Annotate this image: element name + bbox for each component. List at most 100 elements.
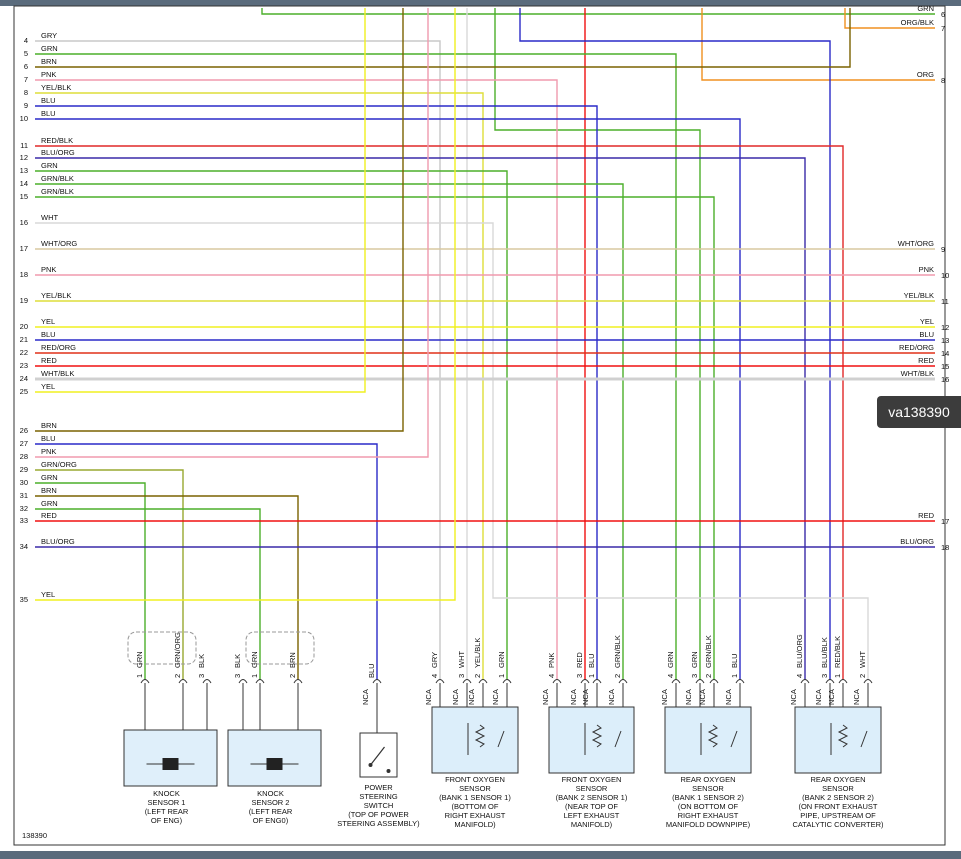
- connector-pin: [825, 679, 835, 684]
- pin-number: 4: [666, 674, 675, 678]
- component-name: (LEFT REAR: [249, 807, 293, 816]
- pin-wire-color: GRY: [430, 652, 439, 668]
- pin-wire-color: BLU/ORG: [795, 634, 804, 668]
- connector-pin: [671, 679, 681, 684]
- wire-label: RED: [918, 356, 934, 365]
- wire-label: BLU: [41, 330, 56, 339]
- connector-pin: [238, 679, 248, 684]
- component-name: (ON FRONT EXHAUST: [798, 802, 877, 811]
- component-name: (LEFT REAR: [145, 807, 189, 816]
- wire-number: 23: [20, 361, 28, 370]
- pin-number: 1: [250, 674, 259, 678]
- wire-label: ORG/BLK: [901, 18, 934, 27]
- component-name: KNOCK: [257, 789, 284, 798]
- connector-pin: [202, 679, 212, 684]
- shield: [245, 631, 315, 665]
- connector-pin: [618, 679, 628, 684]
- pin-wire-color: BLU/BLK: [820, 637, 829, 668]
- wire-label: RED: [41, 356, 57, 365]
- pin-nca: NCA: [814, 689, 823, 705]
- wire-label: GRN: [41, 44, 58, 53]
- connector-pin: [140, 679, 150, 684]
- component-name: MANIFOLD): [454, 820, 496, 829]
- pin-wire-color: BLU: [587, 653, 596, 668]
- pin-number: 1: [833, 674, 842, 678]
- wire-number: 13: [941, 336, 949, 345]
- resistor: [837, 724, 849, 748]
- pin-wire-color: WHT: [457, 651, 466, 668]
- wire-number: 12: [941, 323, 949, 332]
- wire-number: 30: [20, 478, 28, 487]
- image-id-badge: va138390: [877, 396, 961, 428]
- wire: [35, 157, 806, 680]
- pin-nca: NCA: [684, 689, 693, 705]
- wire-number: 12: [20, 153, 28, 162]
- wire: [35, 105, 598, 680]
- wire-label: RED/ORG: [41, 343, 76, 352]
- wire-label: BRN: [41, 57, 57, 66]
- component-name: (NEAR TOP OF: [565, 802, 618, 811]
- wire-label: YEL: [41, 382, 55, 391]
- wire-number: 15: [20, 192, 28, 201]
- wire-number: 17: [941, 517, 949, 526]
- wire-label: BRN: [41, 421, 57, 430]
- connector-pin: [709, 679, 719, 684]
- wire-label: PNK: [919, 265, 934, 274]
- shield: [127, 631, 197, 665]
- connector-pin: [502, 679, 512, 684]
- wire-number: 31: [20, 491, 28, 500]
- wire-number: 27: [20, 439, 28, 448]
- component-name: POWER: [364, 783, 393, 792]
- pin-number: 2: [613, 674, 622, 678]
- pin-wire-color: GRN/BLK: [613, 635, 622, 668]
- pin-nca: NCA: [827, 689, 836, 705]
- wire: [261, 8, 935, 15]
- wire: [35, 145, 844, 680]
- pin-number: 3: [197, 674, 206, 678]
- wire: [35, 469, 184, 680]
- wire-label: BLU/ORG: [900, 537, 934, 546]
- wire: [35, 222, 869, 680]
- pin-number: 1: [730, 674, 739, 678]
- component-name: SENSOR: [692, 784, 724, 793]
- pin-nca: NCA: [424, 689, 433, 705]
- wire-number: 18: [941, 543, 949, 552]
- pin-wire-color: GRN: [497, 651, 506, 668]
- wire-label: YEL: [41, 317, 55, 326]
- piezo: [266, 758, 283, 770]
- sensor-element: [730, 730, 738, 748]
- wire-number: 15: [941, 362, 949, 371]
- wire: [35, 92, 484, 680]
- wire: [701, 8, 935, 81]
- wire-number: 9: [941, 245, 945, 254]
- connector-pin: [580, 679, 590, 684]
- component-name: SENSOR 1: [148, 798, 186, 807]
- wire-number: 14: [941, 349, 949, 358]
- top-bar: [0, 0, 961, 6]
- wire-number: 11: [20, 141, 28, 150]
- pin-wire-color: GRN: [690, 651, 699, 668]
- pin-nca: NCA: [581, 689, 590, 705]
- connector-pin: [695, 679, 705, 684]
- pin-nca: NCA: [491, 689, 500, 705]
- component-name: SENSOR: [576, 784, 608, 793]
- pin-nca: NCA: [660, 689, 669, 705]
- pin-number: 2: [473, 674, 482, 678]
- wire-label: GRN/BLK: [41, 174, 74, 183]
- connector-pin: [435, 679, 445, 684]
- wire-number: 22: [20, 348, 28, 357]
- pin-wire-color: BRN: [288, 652, 297, 668]
- wire-label: BLU/ORG: [41, 537, 75, 546]
- component-name: MANIFOLD): [571, 820, 613, 829]
- wire-number: 34: [20, 542, 28, 551]
- wire: [519, 8, 831, 680]
- connector-pin: [372, 679, 382, 684]
- pin-wire-color: BLK: [197, 654, 206, 668]
- wire-label: YEL/BLK: [41, 291, 71, 300]
- pin-nca: NCA: [467, 689, 476, 705]
- component-name: PIPE, UPSTREAM OF: [800, 811, 876, 820]
- wire-number: 18: [20, 270, 28, 279]
- wire-label: GRN: [41, 499, 58, 508]
- wire-number: 8: [24, 88, 28, 97]
- component-name: STEERING: [359, 792, 398, 801]
